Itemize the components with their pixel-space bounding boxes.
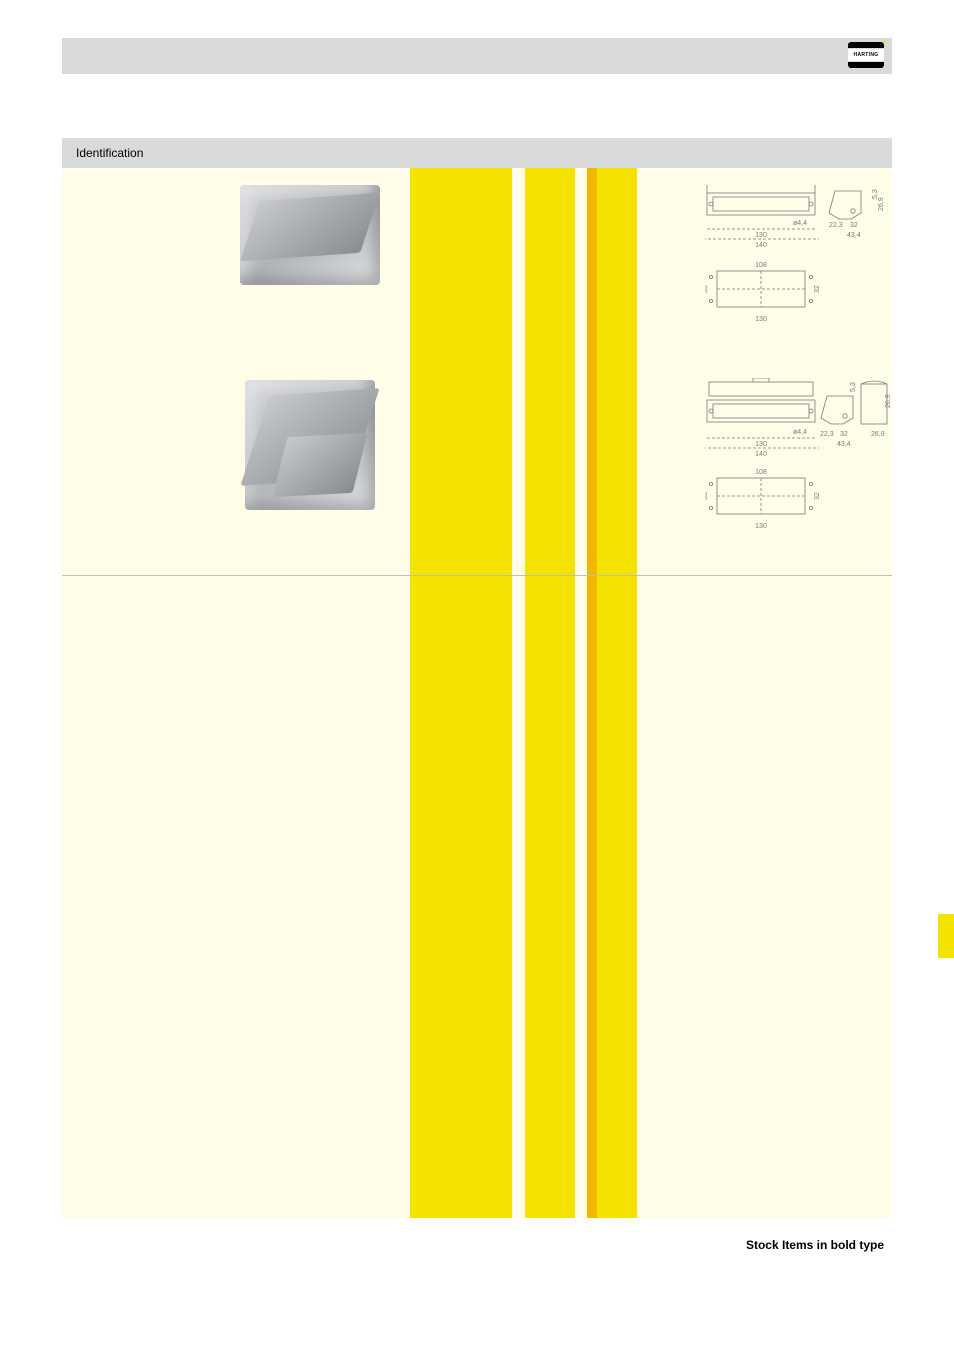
dim2-5-3: 5,3 [850,382,857,392]
column-strip-1 [410,168,512,1218]
dim-32: 32 [814,285,821,293]
dim-130: 130 [755,232,767,239]
brand-name-label: HARTING [848,49,884,61]
page-header-bar [62,38,892,74]
dim2-108: 108 [755,469,767,476]
column-strip-4 [597,168,637,1218]
technical-drawing-row1: 130 140 ø4,4 22,3 32 43,4 5,3 26,9 108 1… [705,185,890,345]
dim2-35: 35 [705,492,709,500]
dim2-26-9b: 26,9 [871,431,885,438]
section-label: Identification [76,146,143,160]
dim2-26-9: 26,9 [885,394,890,408]
dim-26-9: 26,9 [878,197,885,211]
dim2-32: 32 [814,492,821,500]
dim2-130b: 130 [755,523,767,530]
product-photo-housing-closed [240,185,380,285]
column-strip-2 [525,168,575,1218]
dim-32s: 32 [850,222,858,229]
dim2-32s: 32 [840,431,848,438]
dim-130b: 130 [755,316,767,323]
dim-hole-dia: ø4,4 [793,220,807,227]
dim-43-4: 43,4 [847,232,861,239]
section-label-bar: Identification [62,138,892,168]
dim2-130: 130 [755,441,767,448]
dim-35: 35 [705,285,709,293]
dim2-140: 140 [755,451,767,458]
row-divider [62,575,892,576]
dim-140: 140 [755,242,767,249]
footer-note: Stock Items in bold type [746,1238,884,1252]
dim2-22-3: 22,3 [820,431,834,438]
technical-drawing-row2: ø4,4 130 140 22,3 32 43,4 26,9 5,3 26,9 … [705,378,890,558]
page-edge-tab [938,914,954,958]
product-photo-housing-with-cover [245,380,375,510]
column-strip-3 [587,168,597,1218]
harting-logo: HARTING [848,42,884,68]
dim2-43-4: 43,4 [837,441,851,448]
dim2-hole-dia: ø4,4 [793,429,807,436]
dim-22-3: 22,3 [829,222,843,229]
dim-108: 108 [755,262,767,269]
